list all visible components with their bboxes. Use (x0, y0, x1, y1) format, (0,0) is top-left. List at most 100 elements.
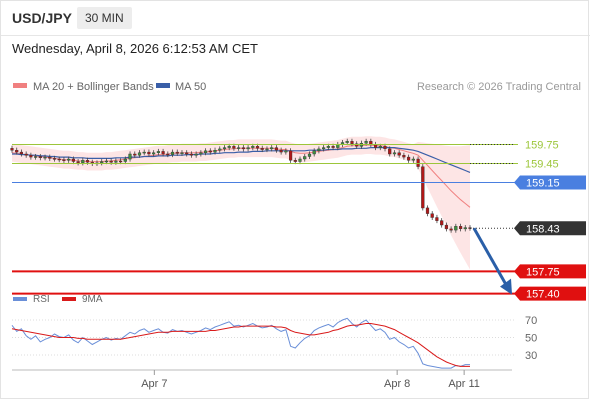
candle-body (402, 154, 406, 158)
candle-body (232, 146, 236, 149)
candle-body (137, 152, 142, 156)
candle-body (364, 141, 368, 144)
candle-body (62, 159, 66, 161)
candle-body (81, 160, 85, 164)
candle-body (411, 158, 415, 161)
candle-body (142, 151, 146, 154)
credit-label: Research © 2026 Trading Central (417, 81, 581, 93)
candle-body (307, 153, 312, 157)
support-label: 157.40 (526, 289, 560, 301)
candle-body (218, 148, 222, 151)
x-tick-label: Apr 7 (141, 378, 167, 390)
symbol-label: USD/JPY (12, 10, 72, 26)
pivot-tag (514, 175, 586, 190)
candle-body (185, 152, 189, 155)
candle-body (133, 153, 137, 156)
header-divider (0, 35, 590, 36)
support-label: 157.75 (526, 266, 560, 278)
candle-body (312, 150, 316, 155)
rsi-tick-label: 50 (525, 333, 537, 345)
x-axis: Apr 7 Apr 8 Apr 11 (12, 369, 512, 390)
candle-body (298, 158, 302, 162)
price-plot (10, 136, 472, 270)
candle-body (76, 161, 80, 164)
candle-body (255, 146, 260, 149)
candle-body (222, 147, 227, 150)
candle-body (100, 161, 104, 164)
candle-body (199, 152, 203, 155)
rsi-tick-label: 70 (525, 315, 537, 327)
candle-body (104, 160, 108, 163)
candle-body (180, 152, 184, 154)
candle-body (43, 156, 47, 159)
rsi-legend-swatch (13, 297, 27, 301)
candle-body (38, 156, 42, 158)
candle-body (293, 160, 297, 162)
rsi-plot: 70 50 30 (11, 315, 537, 369)
candle-body (147, 151, 151, 155)
candle-body (463, 227, 467, 230)
bollinger-band-fill (12, 136, 470, 270)
candle-body (425, 207, 430, 214)
candle-body (118, 160, 123, 163)
current-price-label: 158.43 (526, 223, 560, 235)
bollinger-legend-swatch (13, 83, 27, 88)
candle-body (260, 148, 264, 150)
candle-body (19, 151, 23, 155)
candle-body (52, 158, 57, 160)
candle-body (15, 149, 19, 153)
rsi-legend-label: RSI (33, 294, 50, 305)
candle-body (175, 151, 179, 154)
ma50-line (12, 147, 471, 173)
candle-body (109, 160, 113, 163)
datetime-label: Wednesday, April 8, 2026 6:12:53 AM CET (12, 41, 258, 56)
candle-body (454, 226, 458, 231)
candle-body (416, 158, 420, 167)
timeframe-badge[interactable]: 30 MIN (77, 7, 132, 29)
candle-body (317, 148, 321, 151)
candle-body (421, 166, 425, 209)
x-tick-label: Apr 11 (448, 378, 480, 390)
candle-body (322, 147, 326, 150)
candle-body (123, 158, 127, 162)
candle-body (213, 149, 217, 153)
candle-body (270, 147, 274, 150)
current-price-tag (514, 221, 586, 236)
candle-body (331, 146, 335, 148)
key-levels: 159.75 159.45 159.15 158.43 157.75 157.40 (12, 139, 586, 301)
rsi-tick-label: 30 (525, 350, 537, 362)
forecast-arrow-head (500, 278, 512, 295)
rsi-ma-legend-swatch (62, 297, 76, 301)
candle-body (265, 148, 269, 151)
resistance-label: 159.75 (525, 139, 559, 151)
candle-body (203, 150, 208, 153)
candle-body (284, 150, 288, 153)
pivot-label: 159.15 (526, 178, 560, 190)
candle-body (29, 154, 33, 158)
candle-body (166, 153, 170, 156)
x-tick-label: Apr 8 (384, 378, 410, 390)
candle-body (241, 147, 245, 150)
rsi-ma-legend-label: 9MA (82, 294, 103, 305)
forecast-arrow-shaft (472, 227, 508, 286)
candle-body (128, 153, 132, 160)
candle-body (435, 217, 439, 221)
candle-body (236, 147, 241, 149)
candle-body (350, 141, 354, 145)
support-tag (514, 286, 586, 301)
candle-body (48, 156, 52, 159)
candle-body (227, 146, 231, 148)
candle-body (326, 146, 330, 148)
candle-body (392, 152, 397, 155)
candle-body (407, 156, 411, 161)
candle-body (67, 158, 71, 161)
candle-body (71, 158, 75, 162)
candle-body (397, 152, 401, 156)
candle-body (34, 156, 38, 158)
candle-body (10, 148, 14, 151)
candle-body (24, 153, 28, 156)
candle-body (345, 141, 349, 143)
candle-body (383, 146, 387, 150)
candle-body (114, 160, 118, 163)
